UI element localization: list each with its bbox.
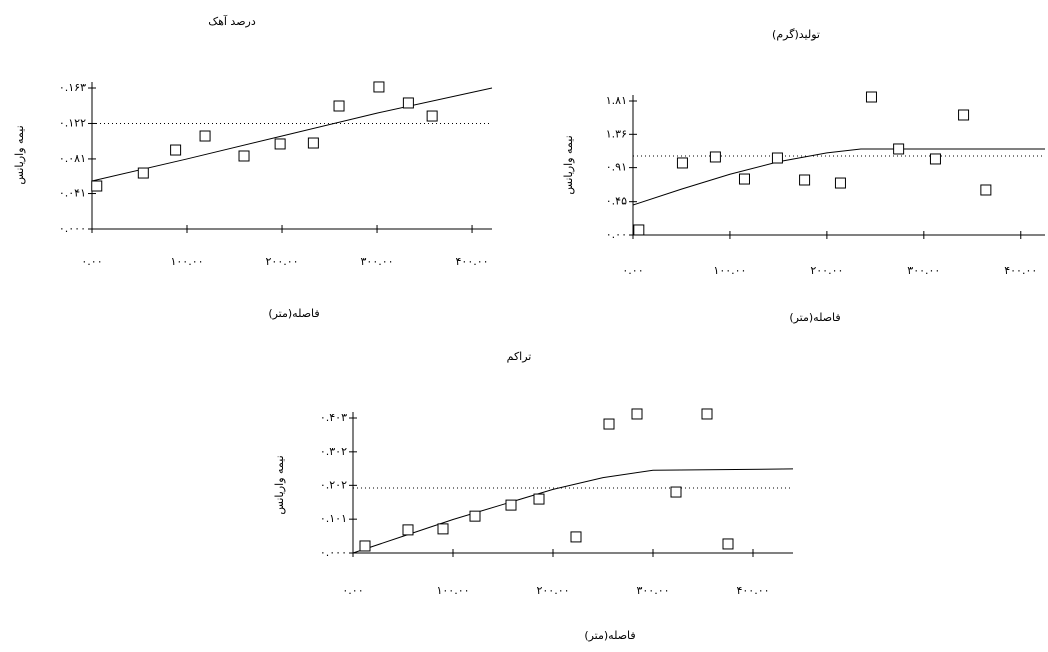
y-tick-label: ۰.۹۱ — [606, 161, 627, 174]
point — [170, 144, 182, 156]
point — [238, 150, 250, 162]
model-curve — [91, 87, 493, 182]
x-tick-label: ۳۰۰.۰۰ — [636, 584, 669, 597]
point — [437, 523, 449, 535]
y-tick-label: ۰.۴۰۳ — [320, 411, 347, 424]
point — [333, 100, 345, 112]
y-tick-label: ۰.۰۸۱ — [59, 152, 86, 165]
point — [603, 418, 615, 430]
y-tick-label: ۰.۱۰۱ — [320, 512, 347, 525]
y-tick-label: ۰.۲۰۲ — [320, 478, 347, 491]
point — [865, 91, 877, 103]
y-tick-label: ۰.۳۰۲ — [320, 445, 347, 458]
point — [929, 153, 941, 165]
x-axis-label: فاصله(متر) — [268, 307, 319, 320]
chart-title: تولید(گرم) — [772, 28, 820, 41]
x-tick-label: ۳۰۰.۰۰ — [907, 264, 940, 277]
point — [799, 174, 811, 186]
x-tick-label: ۲۰۰.۰۰ — [810, 264, 843, 277]
x-axis-label: فاصله(متر) — [584, 629, 635, 642]
x-tick-label: ۲۰۰.۰۰ — [266, 255, 299, 268]
point — [676, 157, 688, 169]
point — [631, 408, 643, 420]
point — [722, 538, 734, 550]
y-tick-label: ۰.۰۰۰ — [59, 222, 86, 235]
x-tick-label: ۲۰۰.۰۰ — [536, 584, 569, 597]
point — [771, 152, 783, 164]
x-tick-label: ۰.۰۰ — [81, 255, 102, 268]
point — [402, 97, 414, 109]
x-tick-label: ۴۰۰.۰۰ — [456, 255, 489, 268]
y-axis-label: نیمه واریانس — [273, 455, 286, 514]
point — [274, 138, 286, 150]
point — [980, 184, 992, 196]
x-tick-label: ۰.۰۰ — [622, 264, 643, 277]
y-tick-label: ۰.۰۰۰ — [320, 546, 347, 559]
point — [307, 137, 319, 149]
x-axis-label: فاصله(متر) — [789, 311, 840, 324]
point — [505, 499, 517, 511]
point — [469, 510, 481, 522]
y-tick-label: ۰.۱۶۳ — [59, 81, 86, 94]
point — [709, 151, 721, 163]
point — [533, 493, 545, 505]
point — [670, 486, 682, 498]
y-tick-label: ۰.۰۴۱ — [59, 187, 86, 200]
y-tick-label: ۰.۴۵ — [606, 195, 627, 208]
point — [373, 81, 385, 93]
y-tick-label: ۱.۳۶ — [606, 127, 627, 140]
point — [359, 540, 371, 552]
x-tick-label: ۱۰۰.۰۰ — [436, 584, 469, 597]
point — [738, 173, 750, 185]
x-tick-label: ۱۰۰.۰۰ — [713, 264, 746, 277]
y-tick-label: ۰.۰۰ — [606, 228, 627, 241]
chart-title: درصد آهک — [208, 14, 256, 28]
x-tick-label: ۱۰۰.۰۰ — [170, 255, 203, 268]
point — [633, 224, 645, 236]
y-axis-label: نیمه واریانس — [562, 135, 575, 194]
y-tick-label: ۰.۱۲۲ — [59, 116, 86, 129]
x-tick-label: ۴۰۰.۰۰ — [736, 584, 769, 597]
x-tick-label: ۰.۰۰ — [342, 584, 363, 597]
point — [91, 180, 103, 192]
point — [701, 408, 713, 420]
point — [402, 524, 414, 536]
point — [570, 531, 582, 543]
y-tick-label: ۱.۸۱ — [606, 94, 627, 107]
y-axis-label: نیمه واریانس — [13, 125, 26, 184]
point — [834, 177, 846, 189]
point — [137, 167, 149, 179]
point — [893, 143, 905, 155]
point — [426, 110, 438, 122]
model-curve — [632, 148, 1045, 206]
point — [958, 109, 970, 121]
x-tick-label: ۴۰۰.۰۰ — [1004, 264, 1037, 277]
chart-title: تراکم — [507, 350, 532, 363]
point — [199, 130, 211, 142]
x-tick-label: ۳۰۰.۰۰ — [361, 255, 394, 268]
